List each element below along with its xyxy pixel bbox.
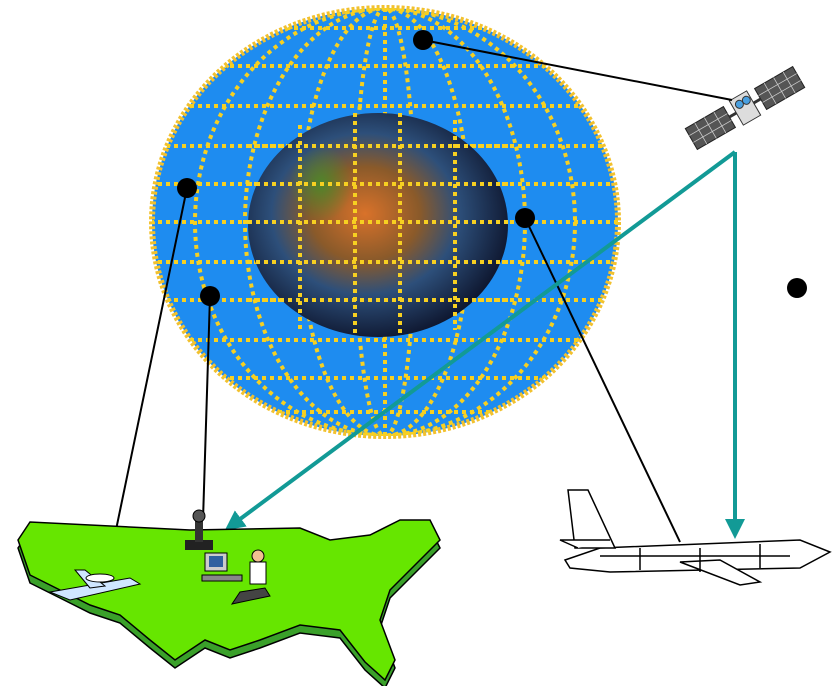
- operator: [201, 549, 271, 605]
- aircraft: [559, 489, 832, 586]
- satellite: [684, 65, 806, 151]
- small-plane: [48, 569, 142, 601]
- globe: [149, 5, 621, 439]
- downlinks: [224, 150, 745, 539]
- links: [105, 39, 733, 579]
- antenna: [185, 509, 213, 550]
- nodes: [177, 30, 807, 306]
- us-map: [17, 509, 441, 686]
